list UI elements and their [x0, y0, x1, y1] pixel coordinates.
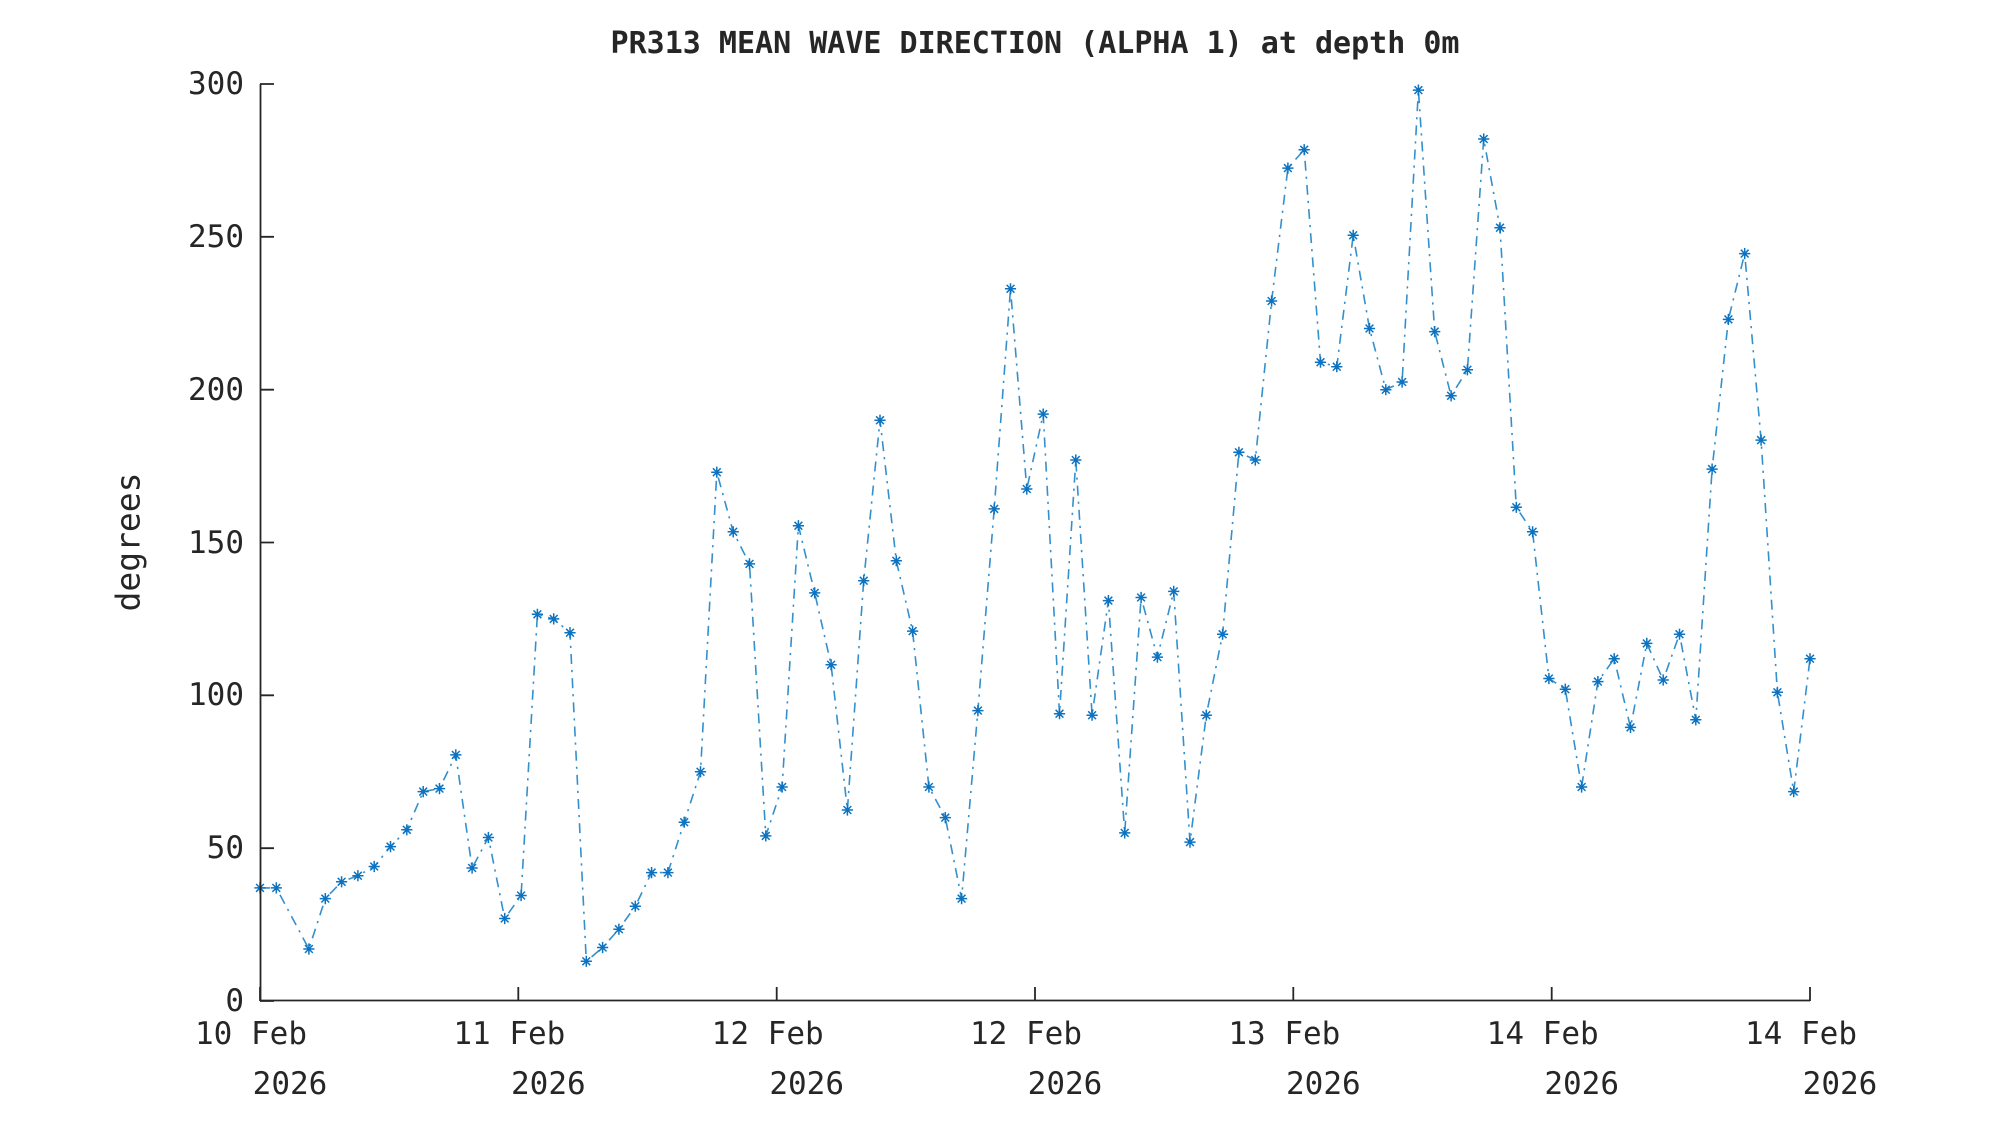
x-tick-label-year: 2026 — [1286, 1066, 1361, 1102]
x-tick-label-year: 2026 — [769, 1066, 844, 1102]
x-tick-label-date: 12 Feb — [711, 1016, 824, 1052]
data-markers — [254, 84, 1816, 967]
x-tick-label-date: 14 Feb — [1745, 1016, 1857, 1052]
x-tick-label-date: 14 Feb — [1486, 1016, 1599, 1052]
y-tick-label: 50 — [206, 830, 244, 867]
plot-canvas — [254, 83, 1816, 1002]
y-tick-label: 0 — [225, 983, 244, 1019]
y-tick-label: 100 — [188, 677, 244, 714]
x-tick-label-year: 2026 — [1802, 1066, 1878, 1102]
y-tick-label: 250 — [188, 218, 244, 255]
plot-area — [254, 83, 1816, 1002]
x-tick-label-year: 2026 — [1544, 1066, 1619, 1102]
x-tick-label-year: 2026 — [511, 1066, 586, 1102]
x-tick-label-date: 10 Feb — [195, 1016, 307, 1052]
y-tick-label: 200 — [188, 371, 244, 408]
x-tick-label-year: 2026 — [1027, 1066, 1103, 1102]
x-tick-label-date: 11 Feb — [453, 1016, 566, 1052]
y-tick-label: 150 — [188, 524, 244, 561]
chart-title: PR313 MEAN WAVE DIRECTION (ALPHA 1) at d… — [610, 26, 1460, 61]
data-line — [260, 90, 1811, 963]
x-tick-label-year: 2026 — [252, 1066, 328, 1102]
x-tick-label-date: 13 Feb — [1228, 1016, 1341, 1052]
x-tick-label-date: 12 Feb — [970, 1016, 1082, 1052]
y-tick-label: 300 — [188, 66, 244, 102]
axis-tick-marks — [259, 83, 1811, 1002]
